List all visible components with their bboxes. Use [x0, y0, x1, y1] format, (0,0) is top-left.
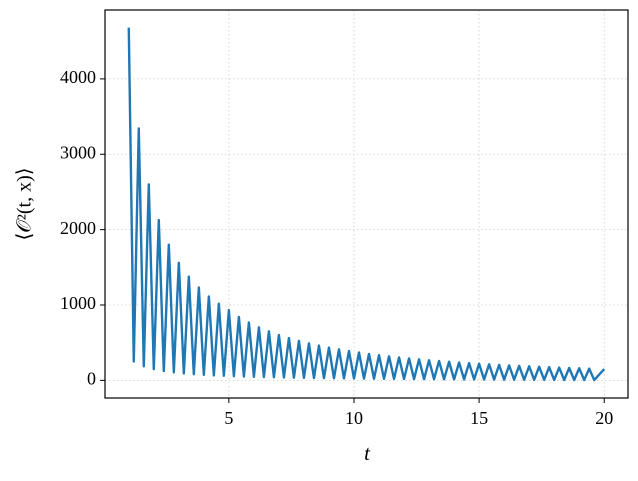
- y-tick-label: 2000: [60, 218, 96, 238]
- y-tick-label: 1000: [60, 293, 96, 313]
- y-tick-label: 3000: [60, 142, 96, 162]
- y-tick-label: 4000: [60, 67, 96, 87]
- x-tick-label: 15: [470, 408, 488, 428]
- y-tick-label: 0: [87, 368, 96, 388]
- y-axis-label: ⟨𝒪²(t, x)⟩: [14, 167, 36, 240]
- x-tick-label: 20: [595, 408, 613, 428]
- data-line: [127, 27, 606, 382]
- plot-frame: [104, 9, 629, 399]
- x-tick-label: 5: [224, 408, 233, 428]
- x-axis-label: t: [364, 441, 371, 465]
- x-tick-label: 10: [345, 408, 363, 428]
